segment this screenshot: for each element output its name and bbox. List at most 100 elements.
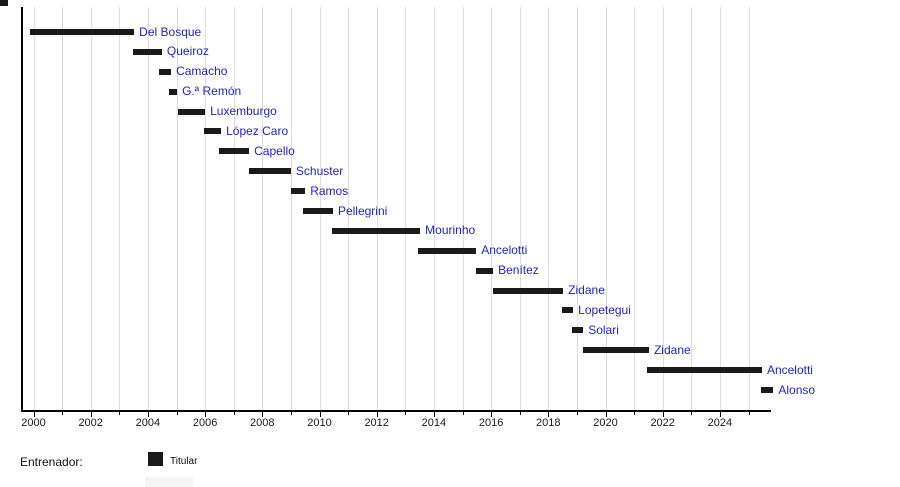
timeline-bar bbox=[159, 68, 172, 75]
gridline-year bbox=[634, 7, 636, 411]
coach-label[interactable]: Queiroz bbox=[166, 44, 209, 59]
gridline-year bbox=[262, 7, 264, 411]
gridline-year bbox=[119, 7, 121, 411]
timeline-bar bbox=[583, 347, 649, 354]
timeline-bar bbox=[203, 128, 222, 135]
x-tick-label: 2008 bbox=[250, 417, 275, 429]
gridline-year bbox=[376, 7, 378, 411]
x-tick-label: 2024 bbox=[707, 417, 733, 429]
timeline-bar bbox=[177, 108, 206, 115]
x-tick-minor bbox=[462, 412, 464, 415]
gridline-year bbox=[62, 7, 64, 411]
x-tick-label: 2014 bbox=[421, 417, 447, 429]
x-tick-major bbox=[491, 412, 493, 417]
x-tick-minor bbox=[348, 412, 350, 415]
coach-label[interactable]: Camacho bbox=[176, 64, 228, 79]
x-tick-major bbox=[548, 412, 550, 417]
x-tick-label: 2022 bbox=[650, 417, 675, 429]
gridline-year bbox=[205, 7, 207, 411]
gridline-year bbox=[548, 7, 550, 411]
timeline-bar bbox=[219, 148, 250, 155]
x-tick-minor bbox=[519, 412, 521, 415]
timeline-bar bbox=[249, 168, 291, 175]
x-tick-minor bbox=[119, 412, 121, 415]
legend-title: Entrenador: bbox=[20, 455, 83, 469]
x-tick-major bbox=[205, 412, 207, 417]
coach-label[interactable]: Capello bbox=[254, 143, 295, 158]
timeline-bar bbox=[572, 327, 584, 334]
timeline-bar bbox=[647, 367, 762, 374]
timeline-bar bbox=[133, 48, 162, 55]
y-axis-line bbox=[21, 7, 23, 412]
legend-label-titular: Titular bbox=[170, 456, 198, 467]
coach-label[interactable]: Lopetegui bbox=[578, 302, 631, 317]
x-tick-minor bbox=[176, 412, 178, 415]
x-tick-major bbox=[605, 412, 607, 417]
x-tick-label: 2002 bbox=[78, 417, 103, 429]
coach-label[interactable]: Alonso bbox=[778, 382, 816, 397]
timeline-bar bbox=[562, 307, 574, 314]
timeline-bar bbox=[493, 287, 564, 294]
gridline-year bbox=[462, 7, 464, 411]
x-tick-minor bbox=[233, 412, 235, 415]
x-tick-label: 2010 bbox=[307, 417, 332, 429]
coach-label[interactable]: G.ª Remón bbox=[182, 84, 242, 99]
x-tick-label: 2020 bbox=[593, 417, 618, 429]
coach-label[interactable]: Ancelotti bbox=[766, 362, 813, 377]
x-tick-label: 2006 bbox=[192, 417, 218, 429]
x-tick-minor bbox=[62, 412, 64, 415]
coach-label[interactable]: Ramos bbox=[310, 183, 349, 198]
gridline-year bbox=[176, 7, 178, 411]
x-tick-minor bbox=[405, 412, 407, 415]
coach-label[interactable]: Zidane bbox=[568, 283, 605, 298]
timeline-bar bbox=[332, 227, 421, 234]
x-tick-minor bbox=[576, 412, 578, 415]
x-axis-line bbox=[21, 410, 772, 412]
gridline-year bbox=[405, 7, 407, 411]
gridline-year bbox=[662, 7, 664, 411]
coach-label[interactable]: Pellegrini bbox=[337, 203, 388, 218]
coach-timeline-chart: 2000 2002 2004 2006 2008 2010 2012 2014 2016 2018… bbox=[0, 0, 816, 429]
x-tick-label: 2016 bbox=[478, 417, 504, 429]
x-tick-major bbox=[376, 412, 378, 417]
gridline-year bbox=[147, 7, 149, 411]
x-tick-label: 2000 bbox=[21, 417, 46, 429]
x-tick-label: 2004 bbox=[135, 417, 161, 429]
coach-label[interactable]: Mourinho bbox=[425, 223, 476, 238]
gridline-year bbox=[605, 7, 607, 411]
coach-label[interactable]: Del Bosque bbox=[139, 24, 202, 39]
gridline-year bbox=[719, 7, 721, 411]
gridline-year bbox=[33, 7, 35, 411]
coach-label[interactable]: Benítez bbox=[498, 263, 539, 278]
gridline-year bbox=[519, 7, 521, 411]
timeline-bar bbox=[418, 247, 477, 254]
timeline-bar bbox=[476, 267, 494, 274]
coach-label[interactable]: Solari bbox=[588, 322, 619, 337]
x-tick-minor bbox=[634, 412, 636, 415]
timeline-bar bbox=[290, 188, 306, 195]
gridline-year bbox=[691, 7, 693, 411]
gridline-year bbox=[290, 7, 292, 411]
x-tick-major bbox=[147, 412, 149, 417]
x-tick-major bbox=[319, 412, 321, 417]
gridline-year bbox=[576, 7, 578, 411]
gridline-year bbox=[90, 7, 92, 411]
x-tick-major bbox=[662, 412, 664, 417]
x-tick-minor bbox=[290, 412, 292, 415]
coach-label[interactable]: Luxemburgo bbox=[210, 104, 277, 119]
coach-label[interactable]: Zidane bbox=[653, 342, 691, 357]
gridline-year bbox=[233, 7, 235, 411]
x-tick-major bbox=[719, 412, 721, 417]
coach-label[interactable]: Schuster bbox=[295, 163, 344, 178]
timeline-bar bbox=[30, 29, 135, 35]
gridline-year bbox=[348, 7, 350, 411]
timeline-bar bbox=[761, 387, 774, 394]
coach-label[interactable]: Ancelotti bbox=[481, 243, 528, 258]
legend-partial-item-fragment bbox=[145, 477, 193, 487]
x-tick-label: 2018 bbox=[536, 417, 561, 429]
coach-label[interactable]: López Caro bbox=[226, 123, 289, 138]
timeline-bar bbox=[169, 88, 178, 95]
x-tick-major bbox=[33, 412, 35, 417]
x-tick-major bbox=[90, 412, 92, 417]
gridline-year bbox=[491, 7, 493, 411]
